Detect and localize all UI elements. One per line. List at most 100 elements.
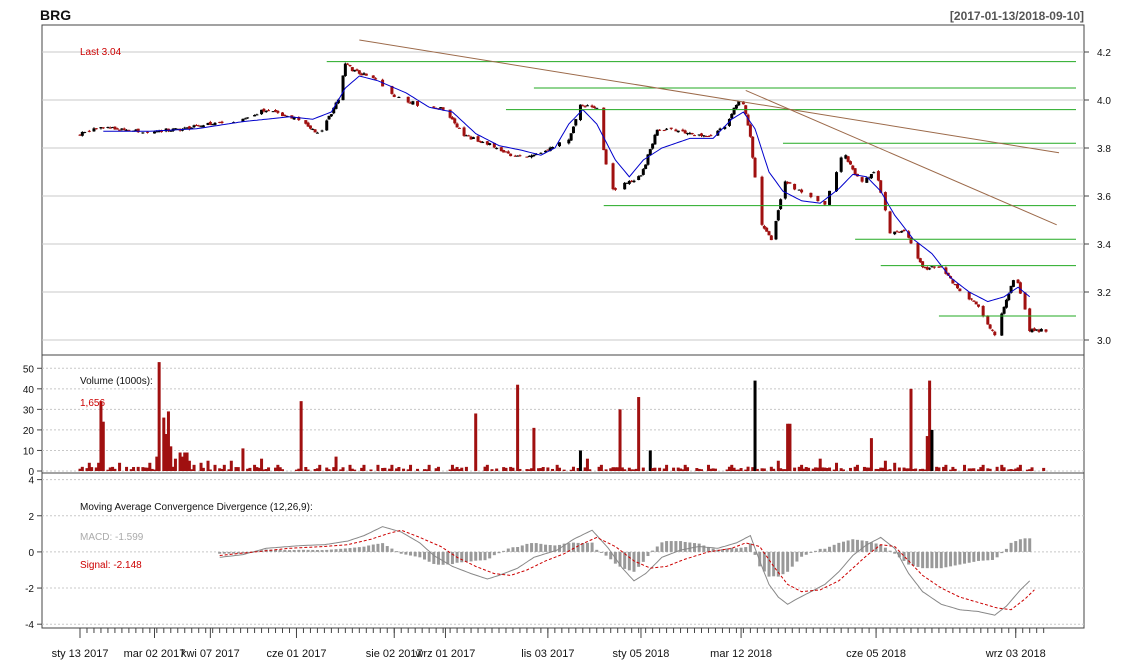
- volume-bar: [199, 462, 203, 471]
- candle-body: [1044, 329, 1048, 332]
- volume-bar: [583, 467, 587, 471]
- volume-bar: [299, 401, 303, 471]
- macd-histogram-bar: [581, 542, 585, 552]
- volume-bar: [87, 462, 91, 471]
- candle-body: [990, 329, 994, 331]
- volume-bar: [818, 458, 822, 471]
- volume-bar: [618, 409, 622, 471]
- macd-histogram-bar: [823, 548, 827, 552]
- macd-histogram-bar: [744, 547, 748, 552]
- volume-bar: [1030, 467, 1034, 471]
- candle-body: [504, 151, 508, 153]
- candle-body: [1039, 328, 1043, 332]
- macd-histogram-bar: [553, 545, 557, 552]
- volume-bar: [1014, 468, 1018, 471]
- volume-bar: [744, 469, 748, 471]
- volume-bar: [1028, 469, 1032, 471]
- volume-bar: [206, 460, 210, 471]
- macd-histogram-bar: [222, 551, 226, 554]
- candle-body: [693, 135, 697, 137]
- candle-body: [1007, 293, 1011, 301]
- volume-bar: [641, 467, 645, 471]
- macd-histogram-bar: [1028, 538, 1032, 552]
- candle-body: [544, 150, 548, 153]
- candle-body: [653, 134, 657, 145]
- volume-bar: [609, 468, 613, 471]
- volume-bar: [306, 469, 310, 471]
- macd-histogram-bar: [660, 542, 664, 552]
- macd-histogram-bar: [795, 551, 799, 562]
- volume-bar: [118, 462, 122, 471]
- volume-bar: [814, 467, 818, 471]
- candle-body: [462, 127, 466, 136]
- macd-histogram-bar: [907, 551, 911, 565]
- volume-bar: [753, 380, 757, 471]
- volume-bar: [220, 468, 224, 471]
- candle-body: [141, 132, 145, 134]
- candle-body: [441, 107, 445, 110]
- volume-bar: [841, 469, 845, 471]
- macd-histogram-bar: [860, 540, 864, 552]
- volume-bar: [376, 464, 380, 471]
- candle-body: [136, 128, 140, 133]
- candle-body: [932, 266, 936, 268]
- macd-histogram-bar: [995, 551, 999, 558]
- macd-histogram-bar: [706, 547, 710, 552]
- volume-bar: [879, 467, 883, 471]
- volume-bar: [141, 467, 145, 471]
- macd-histogram-bar: [990, 551, 994, 560]
- price-panel-frame: [41, 24, 1085, 356]
- volume-bar: [555, 464, 559, 471]
- volume-bar: [402, 468, 406, 471]
- candle-body: [362, 73, 366, 75]
- volume-bar: [769, 466, 773, 471]
- candle-body: [769, 235, 773, 241]
- volume-bar: [921, 468, 925, 471]
- candle-body: [956, 283, 960, 289]
- candle-body: [765, 227, 769, 232]
- volume-bar: [362, 464, 366, 471]
- macd-histogram-bar: [357, 547, 361, 552]
- volume-bar: [532, 427, 536, 471]
- axes: 4.24.03.83.63.43.23.050403020100420-2-4s…: [23, 48, 1111, 660]
- candle-body: [676, 130, 680, 133]
- macd-histogram-bar: [488, 551, 492, 559]
- volume-bar: [208, 469, 212, 471]
- candle-body: [648, 149, 652, 156]
- volume-bar: [180, 456, 184, 471]
- volume-bar: [604, 469, 608, 471]
- volume-bar: [1002, 467, 1006, 471]
- macd-histogram-bar: [539, 543, 543, 552]
- candle-body: [1028, 308, 1032, 332]
- volume-bar: [627, 467, 631, 471]
- volume-bar: [537, 468, 541, 471]
- candle-body: [797, 189, 801, 191]
- candle-body: [732, 107, 736, 115]
- volume-bar: [888, 469, 892, 471]
- macd-title: Moving Average Convergence Divergence (1…: [80, 502, 313, 513]
- volume-bars: [78, 362, 1046, 471]
- volume-bar: [793, 467, 797, 471]
- candle-body: [767, 231, 771, 236]
- candle-body: [283, 114, 287, 116]
- volume-bar: [457, 469, 461, 471]
- candle-body: [897, 231, 901, 233]
- candle-body: [220, 121, 224, 124]
- volume-bar: [353, 469, 357, 471]
- volume-bar: [490, 469, 494, 471]
- macd-histogram-bar: [665, 541, 669, 552]
- volume-bar: [148, 462, 152, 471]
- candle-body: [439, 107, 443, 109]
- macd-histogram-bar: [688, 542, 692, 552]
- candle-body: [774, 221, 778, 240]
- candle-body: [776, 210, 780, 221]
- volume-bar: [632, 469, 636, 471]
- macd-histogram-bar: [1014, 541, 1018, 552]
- volume-bar: [937, 467, 941, 471]
- candle-body: [518, 155, 522, 157]
- candle-body: [315, 132, 319, 134]
- candle-body: [146, 131, 150, 133]
- candle-body: [939, 266, 943, 268]
- candle-body: [469, 136, 473, 140]
- macd-tick-label: -2: [25, 584, 34, 595]
